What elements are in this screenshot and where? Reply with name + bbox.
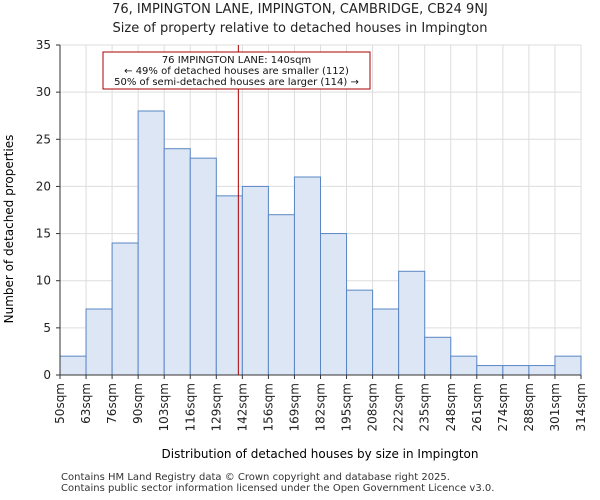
x-tick-label: 261sqm [470,383,484,431]
annotation-line-2: ← 49% of detached houses are smaller (11… [124,66,349,77]
x-tick-label: 129sqm [209,383,223,431]
x-tick-label: 90sqm [131,383,145,424]
x-tick-label: 103sqm [157,383,171,431]
histogram-bar [111,242,139,376]
annotation-line-3: 50% of semi-detached houses are larger (… [114,77,359,88]
x-tick-label: 63sqm [79,383,93,424]
histogram-bar [163,148,191,376]
y-tick-label: 10 [36,274,51,288]
x-tick-label: 222sqm [392,383,406,431]
histogram-bar [85,308,113,376]
y-tick-label: 30 [36,85,51,99]
x-tick-label: 50sqm [53,383,67,424]
histogram-bar [424,336,452,376]
histogram-bar [59,355,87,376]
footer-copyright: Contains HM Land Registry data © Crown c… [61,472,450,483]
histogram-bar [398,270,426,376]
histogram-bar [267,214,295,376]
x-tick-label: 169sqm [287,383,301,431]
x-tick-label: 208sqm [366,383,380,431]
y-tick-label: 5 [43,321,51,335]
histogram-bar [372,308,400,376]
x-tick-label: 156sqm [261,383,275,431]
y-axis-label: Number of detached properties [2,135,16,324]
x-tick-label: 142sqm [235,383,249,431]
chart-subtitle: Size of property relative to detached ho… [112,21,488,36]
x-tick-label: 314sqm [574,383,588,431]
histogram-bar [189,157,217,376]
histogram-bar [241,185,269,376]
y-tick-label: 15 [36,227,51,241]
annotation-box [102,51,371,90]
x-tick-label: 235sqm [418,383,432,431]
histogram-bar [137,110,165,376]
x-tick-label: 76sqm [105,383,119,424]
annotation-line-1: 76 IMPINGTON LANE: 140sqm [162,55,311,66]
x-tick-label: 182sqm [314,383,328,431]
y-tick-label: 20 [36,179,51,193]
y-tick-label: 0 [43,368,51,382]
x-tick-label: 116sqm [183,383,197,431]
histogram-bar [346,289,374,376]
y-tick-label: 25 [36,132,51,146]
histogram-bar [450,355,478,376]
x-tick-label: 288sqm [522,383,536,431]
footer-licence: Contains public sector information licen… [61,483,495,494]
x-tick-label: 248sqm [444,383,458,431]
x-tick-label: 195sqm [340,383,354,431]
histogram-bar [476,365,504,376]
histogram-bar [554,355,582,376]
histogram-bar [293,176,322,376]
histogram-bar [502,365,530,376]
y-tick-label: 35 [36,38,51,52]
x-axis-label: Distribution of detached houses by size … [162,447,479,461]
x-tick-label: 301sqm [548,383,562,431]
histogram-bar [528,365,556,376]
histogram-bar [320,233,348,376]
chart-title: 76, IMPINGTON LANE, IMPINGTON, CAMBRIDGE… [112,2,488,17]
x-tick-label: 274sqm [496,383,510,431]
